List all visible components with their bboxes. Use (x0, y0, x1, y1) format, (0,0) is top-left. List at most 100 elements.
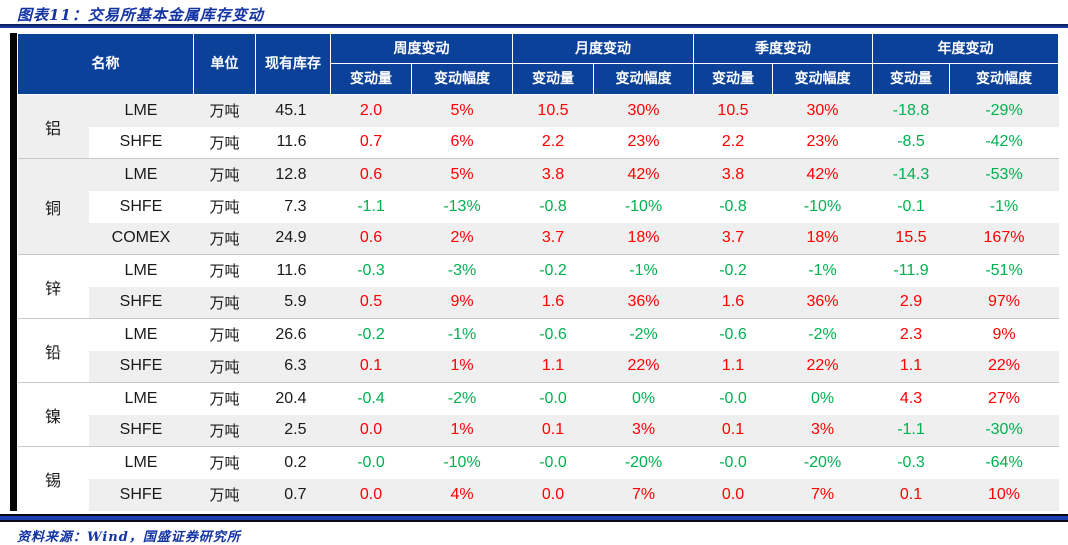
header-row-groups: 名称 单位 现有库存 周度变动 月度变动 季度变动 年度变动 (17, 33, 1059, 95)
change-amount-cell: 10.5 (512, 94, 594, 127)
unit-cell: 万吨 (193, 94, 256, 127)
change-rate-cell: 2% (411, 222, 513, 255)
change-rate-cell: 22% (772, 350, 873, 383)
header-row-subcolumns: 变动量 变动幅度 变动量 变动幅度 变动量 变动幅度 变动量 变动幅度 (18, 63, 1059, 95)
inventory-table-wrap: 名称 单位 现有库存 周度变动 月度变动 季度变动 年度变动 变动量 变动幅度 … (10, 33, 1059, 511)
change-rate-cell: 42% (772, 158, 873, 191)
inventory-cell: 2.5 (255, 414, 331, 447)
change-amount-cell: 2.3 (872, 318, 950, 351)
change-amount-cell: -0.3 (330, 254, 412, 287)
change-rate-cell: -64% (949, 446, 1059, 479)
change-rate-cell: 3% (593, 414, 694, 447)
table-row: SHFE 万吨 11.6 0.7 6% 2.2 23% 2.2 23% -8.5 -42% (18, 126, 1059, 159)
change-rate-cell: 9% (949, 318, 1059, 351)
table-row: 铜 LME 万吨 12.8 0.6 5% 3.8 42% 3.8 42% -14.3 -53% (17, 158, 1059, 255)
change-rate-cell: -51% (949, 254, 1059, 287)
change-amount-cell: 3.8 (512, 158, 594, 191)
metal-name-cell: 镍 (17, 382, 89, 447)
unit-cell: 万吨 (193, 478, 256, 511)
change-rate-cell: -53% (949, 158, 1059, 191)
col-header-name: 名称 (17, 33, 194, 95)
change-amount-cell: 0.1 (330, 350, 412, 383)
change-amount-cell: 2.2 (693, 126, 773, 159)
metal-name-cell: 锌 (17, 254, 89, 319)
exchange-cell: COMEX (88, 222, 194, 255)
change-amount-cell: 0.0 (693, 478, 773, 511)
change-amount-cell: -1.1 (330, 190, 412, 223)
change-amount-cell: 0.1 (693, 414, 773, 447)
unit-cell: 万吨 (193, 286, 256, 319)
change-amount-cell: -0.0 (330, 446, 412, 479)
change-amount-cell: 0.0 (330, 478, 412, 511)
group-header-yearly: 年度变动 (872, 33, 1059, 64)
change-rate-cell: 30% (593, 94, 694, 127)
inventory-cell: 11.6 (255, 254, 331, 287)
metal-name-cell: 铝 (17, 94, 89, 159)
change-rate-cell: -13% (411, 190, 513, 223)
change-rate-cell: 27% (949, 382, 1059, 415)
change-rate-cell: 1% (411, 414, 513, 447)
inventory-cell: 26.6 (255, 318, 331, 351)
metal-name-cell: 铜 (17, 158, 89, 255)
change-amount-cell: 0.5 (330, 286, 412, 319)
change-amount-cell: 3.7 (693, 222, 773, 255)
table-row: SHFE 万吨 6.3 0.1 1% 1.1 22% 1.1 22% 1.1 22% (18, 350, 1059, 383)
subcol-header-monthly-amount: 变动量 (512, 63, 594, 95)
change-amount-cell: -0.8 (693, 190, 773, 223)
table-body: 铝 LME 万吨 45.1 2.0 5% 10.5 30% 10.5 30% -18.8 -29% SH… (17, 94, 1059, 511)
exchange-cell: LME (88, 158, 194, 191)
change-rate-cell: 18% (772, 222, 873, 255)
change-rate-cell: -10% (772, 190, 873, 223)
table-header: 名称 单位 现有库存 周度变动 月度变动 季度变动 年度变动 变动量 变动幅度 … (17, 33, 1059, 95)
inventory-cell: 11.6 (255, 126, 331, 159)
subcol-header-quarterly-amount: 变动量 (693, 63, 773, 95)
title-divider (0, 24, 1068, 28)
change-rate-cell: 5% (411, 158, 513, 191)
subcol-header-weekly-amount: 变动量 (330, 63, 412, 95)
group-header-weekly: 周度变动 (330, 33, 513, 64)
change-amount-cell: -0.0 (512, 446, 594, 479)
change-rate-cell: 36% (593, 286, 694, 319)
change-amount-cell: 15.5 (872, 222, 950, 255)
change-amount-cell: -0.6 (512, 318, 594, 351)
change-rate-cell: 4% (411, 478, 513, 511)
exchange-cell: LME (88, 254, 194, 287)
change-amount-cell: 10.5 (693, 94, 773, 127)
change-rate-cell: -1% (949, 190, 1059, 223)
table-row: 铅 LME 万吨 26.6 -0.2 -1% -0.6 -2% -0.6 -2% 2.3 9% (17, 318, 1059, 383)
inventory-table: 名称 单位 现有库存 周度变动 月度变动 季度变动 年度变动 变动量 变动幅度 … (17, 33, 1059, 511)
inventory-cell: 20.4 (255, 382, 331, 415)
unit-cell: 万吨 (193, 350, 256, 383)
change-amount-cell: 1.1 (693, 350, 773, 383)
change-amount-cell: 3.8 (693, 158, 773, 191)
inventory-cell: 5.9 (255, 286, 331, 319)
change-amount-cell: 1.6 (512, 286, 594, 319)
unit-cell: 万吨 (193, 318, 256, 351)
unit-cell: 万吨 (193, 382, 256, 415)
group-header-monthly: 月度变动 (512, 33, 694, 64)
change-rate-cell: 42% (593, 158, 694, 191)
change-amount-cell: -8.5 (872, 126, 950, 159)
inventory-cell: 0.2 (255, 446, 331, 479)
change-rate-cell: 5% (411, 94, 513, 127)
change-rate-cell: 7% (593, 478, 694, 511)
change-amount-cell: -0.1 (872, 190, 950, 223)
change-rate-cell: -1% (411, 318, 513, 351)
change-amount-cell: 1.1 (512, 350, 594, 383)
change-rate-cell: -42% (949, 126, 1059, 159)
exchange-cell: SHFE (88, 286, 194, 319)
change-amount-cell: 0.6 (330, 222, 412, 255)
change-amount-cell: 0.0 (512, 478, 594, 511)
figure-title: 图表11：交易所基本金属库存变动 (17, 6, 264, 24)
change-amount-cell: -0.6 (693, 318, 773, 351)
source-divider (0, 514, 1068, 522)
change-amount-cell: -0.0 (693, 382, 773, 415)
table-row: SHFE 万吨 7.3 -1.1 -13% -0.8 -10% -0.8 -10% -0.1 -1% (18, 190, 1059, 223)
change-amount-cell: 2.2 (512, 126, 594, 159)
metal-name-cell: 铅 (17, 318, 89, 383)
change-amount-cell: -11.9 (872, 254, 950, 287)
change-rate-cell: -3% (411, 254, 513, 287)
change-rate-cell: 22% (593, 350, 694, 383)
change-amount-cell: 0.6 (330, 158, 412, 191)
